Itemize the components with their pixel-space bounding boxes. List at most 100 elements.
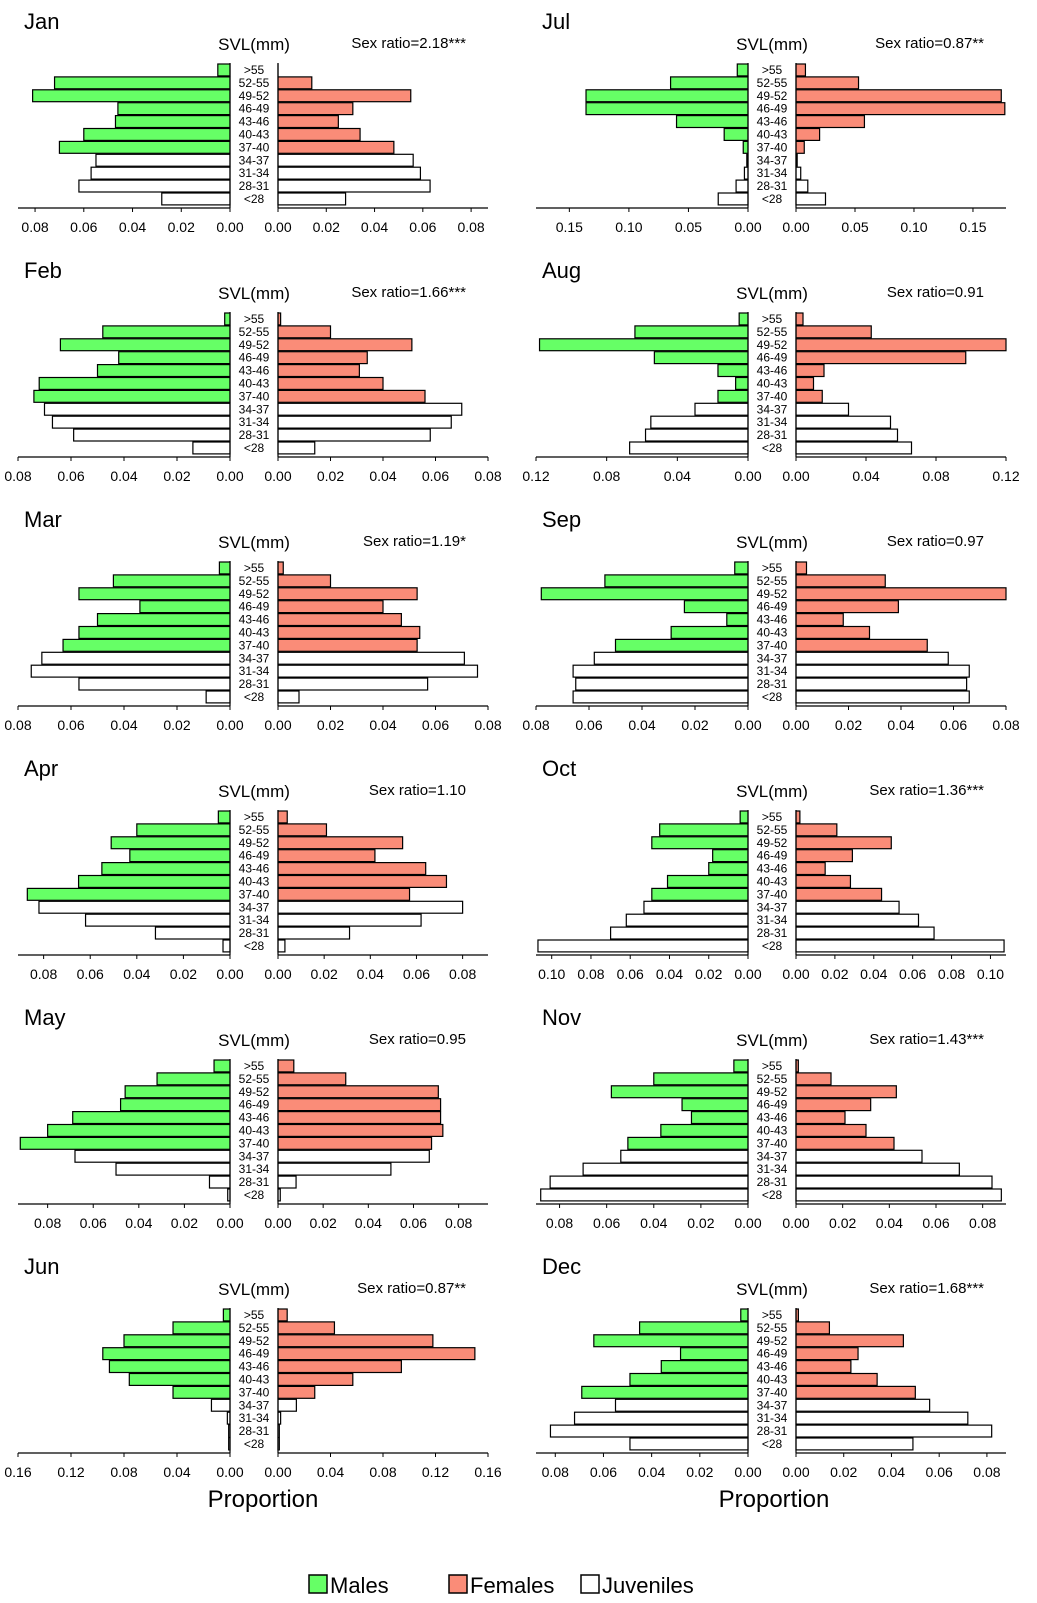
bar-right-female (277, 1321, 336, 1335)
x-tick-label-right: 0.04 (887, 717, 914, 733)
bar-right-female (795, 338, 1007, 352)
x-tick-label-left: 0.04 (638, 1464, 665, 1480)
panel-jan: Jan SVL(mm) Sex ratio=2.18*** >5552-5549-52… (18, 9, 488, 235)
category-label: 49-52 (757, 1334, 788, 1348)
bar-left-male (96, 363, 231, 378)
sex-ratio-annotation: Sex ratio=0.95 (369, 1031, 466, 1048)
category-label: 49-52 (239, 1085, 270, 1099)
bar-right-female (795, 63, 807, 77)
bar-right-juvenile (277, 939, 286, 953)
x-tick-label-right: 0.00 (264, 468, 291, 484)
bar-left-male (33, 389, 231, 403)
x-tick-label-right: 0.06 (926, 1464, 953, 1480)
category-label: 37-40 (757, 1385, 788, 1399)
bar-right-female (795, 1072, 832, 1086)
bar-left-male (651, 887, 749, 901)
x-tick-label-left: 0.06 (617, 966, 644, 982)
svl-axis-label: SVL(mm) (736, 1280, 808, 1299)
x-tick-label-right: 0.08 (369, 1464, 396, 1480)
panel-mar: Mar SVL(mm) Sex ratio=1.19* >5552-5549-5246… (4, 507, 501, 733)
x-tick-label-right: 0.06 (403, 966, 430, 982)
x-tick-label-right: 0.02 (821, 966, 848, 982)
category-label: 31-34 (239, 1162, 270, 1176)
category-label: <28 (244, 939, 265, 953)
bar-right-juvenile (277, 690, 300, 704)
bar-right-juvenile (795, 1162, 960, 1176)
bar-left-juvenile (30, 664, 231, 678)
bar-left-male (585, 102, 749, 116)
category-label: 40-43 (239, 377, 270, 391)
bar-left-juvenile (537, 939, 749, 953)
svl-axis-label: SVL(mm) (736, 1031, 808, 1050)
panel-month-label: Dec (542, 1254, 581, 1279)
bar-right-juvenile (795, 402, 850, 416)
bar-left-juvenile (573, 1411, 749, 1425)
bar-right-female (277, 823, 328, 837)
x-tick-label-right: 0.00 (264, 1464, 291, 1480)
bar-right-female (795, 114, 866, 129)
category-label: 46-49 (239, 1098, 270, 1112)
x-tick-label-left: 0.00 (216, 468, 243, 484)
category-label: 28-31 (239, 677, 270, 691)
bar-right-female (795, 836, 892, 850)
panel-month-label: Apr (24, 756, 58, 781)
bar-left-juvenile (694, 402, 749, 416)
bar-left-male (102, 1347, 231, 1361)
bar-right-juvenile (795, 1188, 1002, 1202)
bar-left-male (96, 612, 231, 627)
x-tick-label-right: 0.08 (457, 219, 484, 235)
panel-month-label: May (24, 1005, 66, 1030)
panel-month-label: Mar (24, 507, 62, 532)
bar-left-juvenile (614, 1398, 749, 1412)
category-label: 37-40 (757, 887, 788, 901)
bar-right-female (277, 849, 376, 863)
bar-left-juvenile (620, 1149, 749, 1163)
category-label: 28-31 (239, 1175, 270, 1189)
bar-right-female (795, 389, 823, 403)
category-label: 43-46 (239, 1111, 270, 1125)
category-label: >55 (244, 312, 265, 326)
bar-right-female (277, 587, 418, 601)
bar-left-male (224, 312, 231, 326)
panel-sep: Sep SVL(mm) Sex ratio=0.97 >5552-5549-5246-… (522, 507, 1019, 733)
x-tick-label-right: 0.15 (959, 219, 986, 235)
bar-right-juvenile (277, 1162, 392, 1176)
category-label: 37-40 (757, 1136, 788, 1150)
panel-dec: Dec SVL(mm) Sex ratio=1.68*** >5552-5549-52… (536, 1254, 1006, 1480)
bar-left-juvenile (208, 1175, 231, 1189)
svl-axis-label: SVL(mm) (218, 284, 290, 303)
category-label: 46-49 (239, 1347, 270, 1361)
legend-swatch-female (448, 1574, 468, 1594)
category-label: 34-37 (239, 1149, 270, 1163)
bar-right-female (277, 810, 288, 824)
panel-month-label: Oct (542, 756, 576, 781)
x-tick-label-right: 0.02 (313, 219, 340, 235)
category-label: 46-49 (757, 1098, 788, 1112)
x-tick-label-right: 0.06 (400, 1215, 427, 1231)
svl-axis-label: SVL(mm) (218, 533, 290, 552)
bar-left-male (653, 1072, 749, 1086)
panel-month-label: Sep (542, 507, 581, 532)
category-label: 37-40 (239, 1136, 270, 1150)
category-label: 46-49 (757, 1347, 788, 1361)
category-label: 40-43 (239, 1124, 270, 1138)
bar-right-female (795, 127, 821, 141)
bar-left-male (118, 351, 231, 365)
bar-right-juvenile (795, 1149, 923, 1163)
bar-left-male (708, 861, 749, 876)
bar-right-female (795, 1110, 846, 1125)
category-label: <28 (244, 192, 265, 206)
bar-right-female (277, 1110, 442, 1125)
bar-left-male (593, 1334, 749, 1348)
sex-ratio-annotation: Sex ratio=1.66*** (351, 284, 466, 301)
bar-right-juvenile (277, 677, 429, 691)
bar-left-male (108, 1359, 231, 1374)
bar-left-juvenile (192, 441, 231, 455)
category-label: 40-43 (757, 377, 788, 391)
category-label: 49-52 (757, 1085, 788, 1099)
legend-swatch-juvenile (580, 1574, 600, 1594)
bar-right-juvenile (795, 428, 899, 442)
bar-right-female (795, 638, 928, 652)
bar-left-juvenile (115, 1162, 231, 1176)
bar-left-juvenile (90, 166, 231, 180)
